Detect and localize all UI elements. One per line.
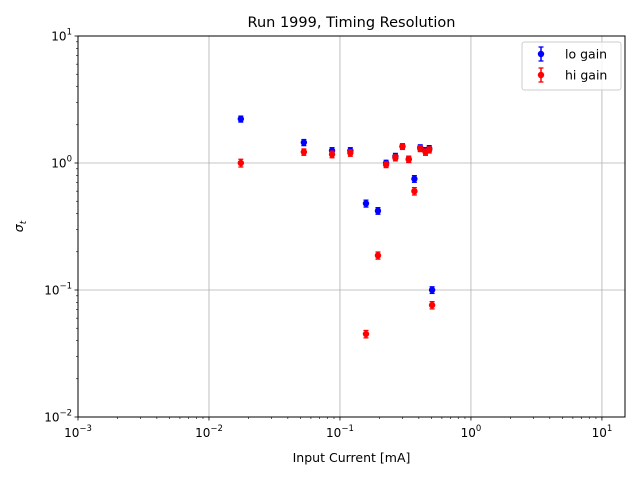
x-tick-label: 100 [461,424,482,440]
y-tick-label: 101 [51,28,72,44]
y-tick-label: 10−2 [44,409,72,425]
legend: lo gain hi gain [521,41,622,91]
legend-box [521,41,622,91]
x-axis-label: Input Current [mA] [293,450,411,465]
legend-item: lo gain [537,46,607,62]
legend-marker [537,71,545,79]
y-axis-label: σt [11,220,29,232]
y-axis-label-text: σt [11,220,29,232]
data-point [392,154,399,161]
plot-frame [77,35,626,418]
data-point [405,156,412,163]
data-point [237,159,245,167]
data-point [428,301,436,309]
grid-lines [78,36,625,417]
y-tick-label: 100 [51,155,72,171]
data-point [300,139,308,146]
data-point [362,200,370,207]
legend-label: lo gain [565,47,607,62]
data-point [399,143,406,150]
data-point [374,252,382,259]
data-point [328,151,336,158]
data-point [374,207,382,215]
data-point [417,145,424,152]
data-point [237,115,245,123]
data-layer [237,115,436,339]
chart-title: Run 1999, Timing Resolution [248,15,456,31]
major-ticks [74,35,603,421]
data-point [411,187,418,195]
data-point [362,330,370,338]
legend-label: hi gain [565,68,607,83]
data-point [382,161,390,168]
data-point [428,286,436,294]
x-tick-label: 101 [592,424,613,440]
series-hi-gain [237,143,436,339]
data-point [425,146,433,154]
data-point [300,148,308,156]
y-tick-label: 10−1 [44,282,72,298]
x-tick-label: 10−2 [195,424,223,440]
x-tick-label: 10−3 [64,424,92,440]
legend-item: hi gain [537,67,607,83]
data-point [411,175,418,183]
data-point [347,149,354,157]
x-tick-label: 10−1 [326,424,354,440]
legend-marker [537,50,545,58]
